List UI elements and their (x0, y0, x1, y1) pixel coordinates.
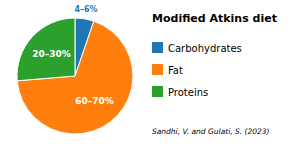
legend-item: Fat (152, 64, 183, 76)
data-label: 20–30% (32, 49, 71, 59)
legend-item: Carbohydrates (152, 42, 242, 54)
legend-label: Carbohydrates (168, 43, 242, 54)
data-labels: 4–6% 60–70% 20–30% (32, 5, 114, 106)
legend-swatch (152, 42, 163, 53)
chart: 4–6% 60–70% 20–30% Modified Atkins diet Carb… (0, 0, 300, 144)
data-label: 4–6% (74, 5, 97, 14)
pie-slice (17, 18, 75, 81)
annotation: Sandhi, V. and Gulati, S. (2023) (152, 127, 270, 136)
legend-label: Proteins (168, 87, 208, 98)
legend-swatch (152, 86, 163, 97)
legend: Carbohydrates Fat Proteins (152, 42, 242, 98)
title: Modified Atkins diet (152, 12, 277, 25)
legend-label: Fat (168, 65, 183, 76)
legend-swatch (152, 64, 163, 75)
legend-item: Proteins (152, 86, 208, 98)
pie (17, 18, 133, 134)
data-label: 60–70% (75, 96, 114, 106)
